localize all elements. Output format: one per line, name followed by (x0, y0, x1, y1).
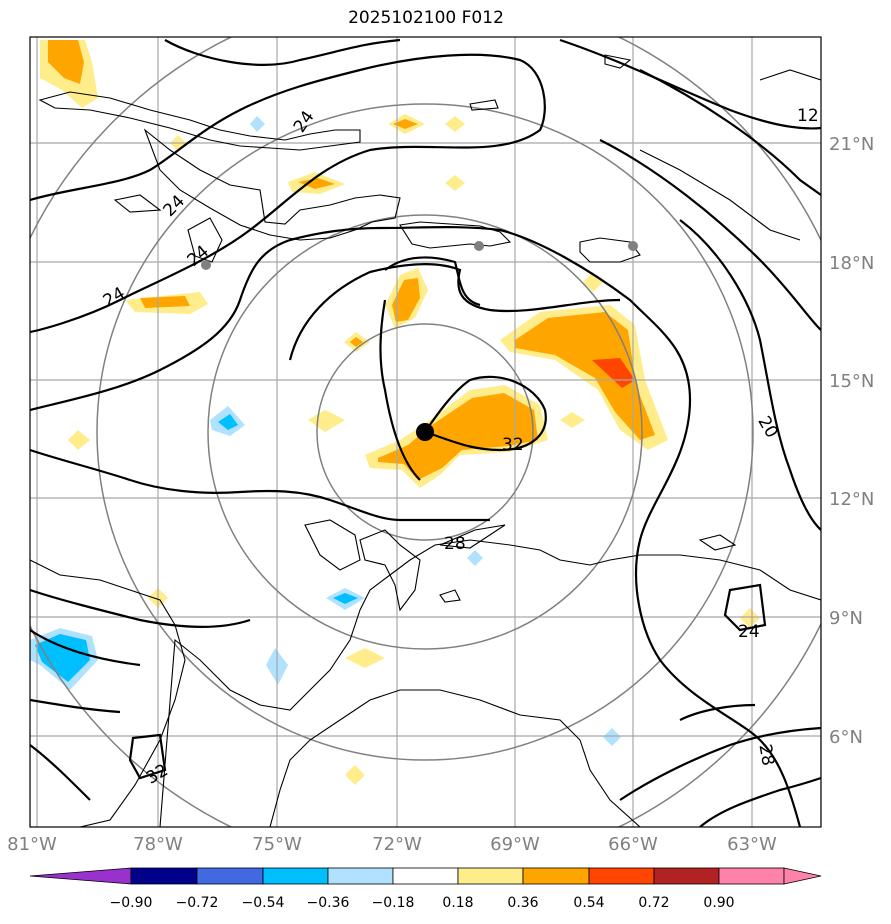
colorbar-cell (588, 867, 655, 885)
colorbar-tick: −0.36 (307, 895, 350, 911)
lon-label: 66°W (608, 834, 658, 855)
colorbar-ticks: −0.90 −0.72 −0.54 −0.36 −0.18 0.18 0.36 … (110, 895, 735, 911)
colorbar-cell (262, 867, 329, 885)
coastlines (30, 54, 821, 827)
map-border (29, 36, 822, 828)
colorbar-cell (196, 867, 264, 885)
colorbar-tick: −0.72 (176, 895, 219, 911)
lat-label: 21°N (829, 134, 874, 155)
longitude-labels: 81°W 78°W 75°W 72°W 69°W 66°W 63°W (7, 834, 777, 855)
colorbar-cell (783, 867, 822, 885)
map-title: 2025102100 F012 (348, 8, 504, 28)
contour-label: 24 (738, 622, 760, 642)
colorbar-tick: −0.90 (110, 895, 153, 911)
colorbar-tick: 0.36 (507, 895, 538, 911)
contour-lines (30, 38, 821, 827)
lat-label: 6°N (829, 727, 863, 748)
lat-label: 18°N (829, 253, 874, 274)
colorbar-tick: 0.90 (703, 895, 734, 911)
colorbar-tick: 0.18 (442, 895, 473, 911)
colorbar-cell (392, 867, 459, 885)
lon-label: 78°W (133, 834, 183, 855)
lon-label: 75°W (252, 834, 302, 855)
colorbar-tick: −0.54 (242, 895, 285, 911)
lon-label: 72°W (372, 834, 422, 855)
lat-label: 12°N (829, 489, 874, 510)
colorbar-cell (130, 867, 198, 885)
colorbar-cell (522, 867, 590, 885)
contour-label: 28 (754, 743, 777, 768)
center-marker (416, 423, 434, 441)
colorbar-cell (457, 867, 524, 885)
colorbar-cell (29, 867, 132, 885)
range-rings (30, 37, 821, 827)
station-markers (201, 241, 638, 270)
contour-label: 32 (502, 435, 524, 455)
lat-label: 15°N (829, 371, 874, 392)
contour-label: 28 (444, 534, 466, 554)
lon-label: 69°W (490, 834, 540, 855)
colorbar (29, 867, 822, 885)
colorbar-cell (718, 867, 785, 885)
latitude-labels: 21°N 18°N 15°N 12°N 9°N 6°N (829, 134, 874, 748)
lon-label: 63°W (727, 834, 777, 855)
negative-shading (30, 116, 621, 746)
colorbar-cell (653, 867, 720, 885)
colorbar-tick: 0.72 (638, 895, 669, 911)
colorbar-cell (327, 867, 394, 885)
lon-label: 81°W (7, 834, 57, 855)
lat-label: 9°N (829, 608, 863, 629)
contour-label: 12 (797, 106, 819, 126)
colorbar-tick: −0.18 (372, 895, 415, 911)
colorbar-tick: 0.54 (573, 895, 604, 911)
